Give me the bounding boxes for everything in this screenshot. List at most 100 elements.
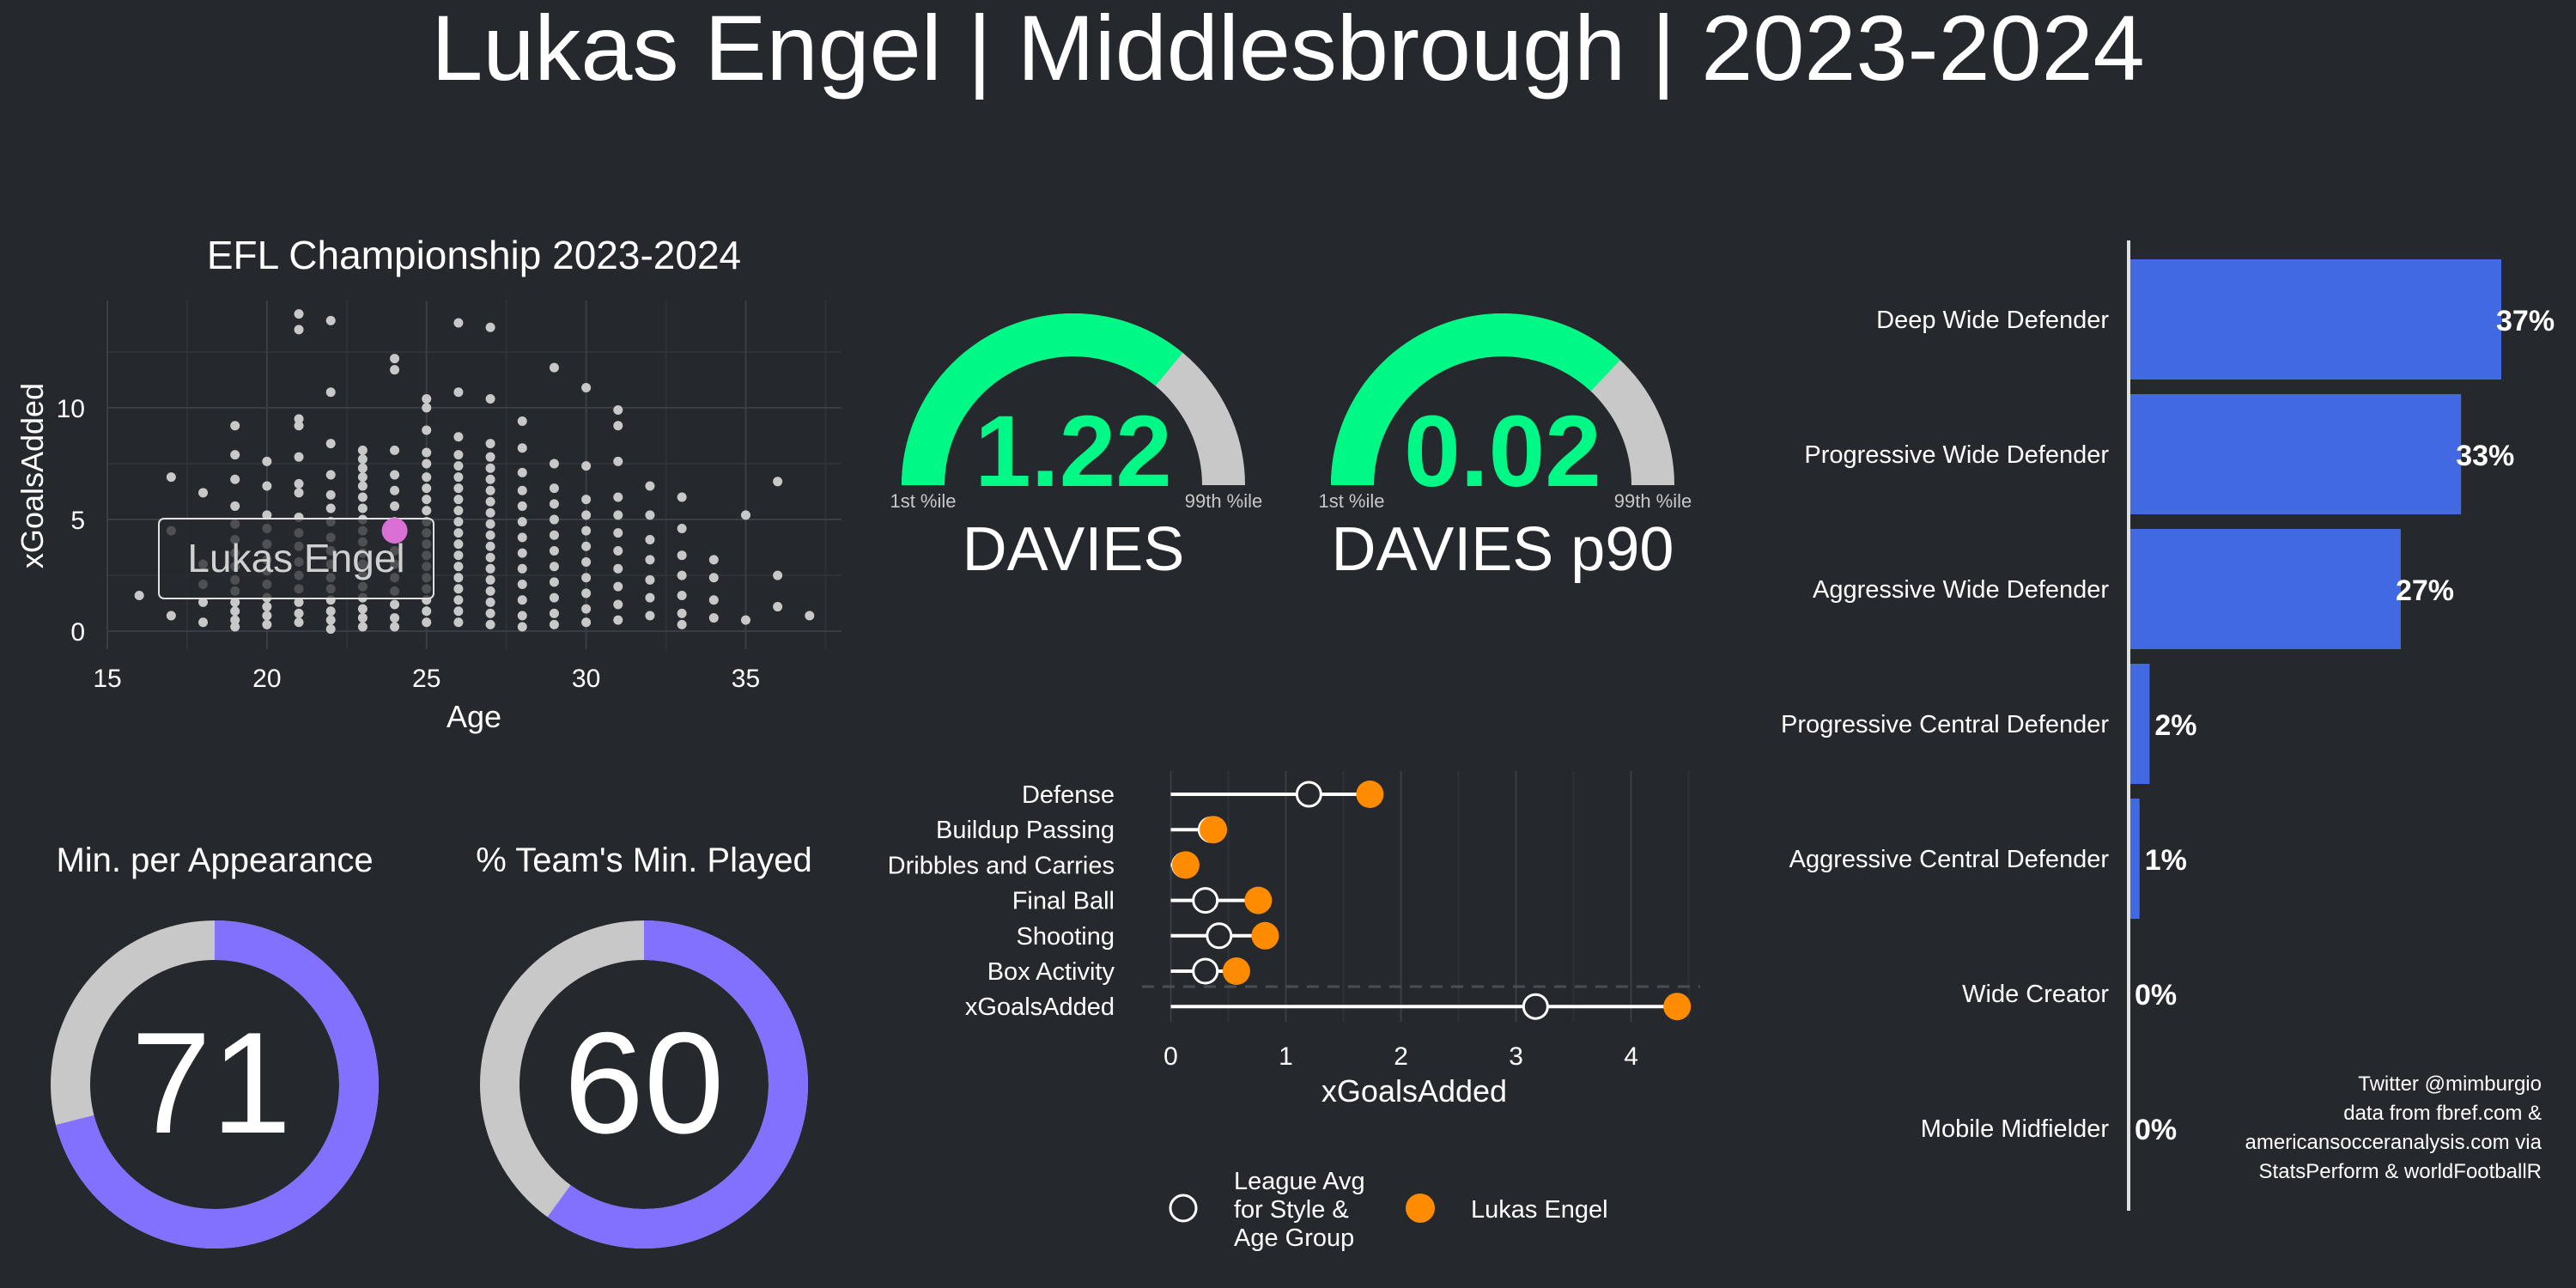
legend-league-avg-line: for Style & xyxy=(1234,1196,1349,1224)
scatter-point xyxy=(230,450,240,460)
scatter-point xyxy=(549,545,559,556)
dot-chart-x-tick-label: 2 xyxy=(1394,1042,1408,1071)
legend-league-avg-line: League Avg xyxy=(1234,1168,1365,1195)
scatter-point xyxy=(357,492,368,502)
scatter-point xyxy=(645,611,655,621)
scatter-point xyxy=(325,315,336,325)
scatter-point xyxy=(740,510,750,520)
scatter-point xyxy=(517,416,527,427)
scatter-point xyxy=(549,608,559,618)
scatter-point xyxy=(485,394,495,404)
scatter-point xyxy=(262,456,272,466)
scatter-point xyxy=(422,447,432,458)
scatter-point xyxy=(677,608,687,618)
scatter-point xyxy=(357,463,368,473)
scatter-point xyxy=(422,483,432,494)
source-note: Twitter @mimburgio data from fbref.com &… xyxy=(2245,1070,2542,1187)
dot-chart-x-tick-label: 4 xyxy=(1624,1042,1638,1071)
scatter-point xyxy=(485,439,495,449)
style-category-label: Aggressive Wide Defender xyxy=(1813,576,2109,604)
scatter-point xyxy=(549,499,559,509)
scatter-point xyxy=(294,597,304,607)
scatter-point xyxy=(645,555,655,565)
scatter-point xyxy=(485,597,495,607)
gauge-value: 1.22 xyxy=(975,395,1172,508)
style-bar xyxy=(2129,259,2501,380)
donut-fill xyxy=(51,920,379,1249)
scatter-x-tick-label: 15 xyxy=(93,665,121,693)
scatter-point xyxy=(645,534,655,544)
scatter-point xyxy=(485,608,495,618)
scatter-point xyxy=(230,597,240,607)
scatter-point xyxy=(581,461,592,471)
scatter-point xyxy=(357,445,368,455)
scatter-point xyxy=(357,503,368,513)
dot-chart-category-label: Defense xyxy=(1022,781,1115,809)
scatter-point xyxy=(613,528,623,538)
dot-chart-category-label: xGoalsAdded xyxy=(965,993,1115,1021)
gauge-max-label: 99th %ile xyxy=(1614,490,1692,512)
scatter-point xyxy=(453,595,464,605)
style-value-label: 1% xyxy=(2145,844,2187,877)
gauge-caption: DAVIES xyxy=(963,515,1185,584)
scatter-y-tick-label: 0 xyxy=(70,618,85,647)
scatter-point xyxy=(325,489,336,500)
scatter-point xyxy=(485,463,495,473)
scatter-point xyxy=(230,606,240,617)
scatter-x-axis-label: Age xyxy=(447,699,501,734)
scatter-point xyxy=(581,617,592,628)
scatter-point xyxy=(390,354,400,364)
scatter-point xyxy=(581,588,592,598)
scatter-point xyxy=(294,452,304,462)
highlight-label-box: Lukas Engel xyxy=(158,518,434,599)
scatter-point xyxy=(549,562,559,572)
scatter-point xyxy=(613,563,623,574)
scatter-point xyxy=(517,467,527,477)
scatter-point xyxy=(485,586,495,596)
scatter-point xyxy=(390,599,400,610)
scatter-title: EFL Championship 2023-2024 xyxy=(207,233,741,277)
scatter-point xyxy=(294,309,304,319)
scatter-point xyxy=(390,613,400,623)
scatter-point xyxy=(325,615,336,625)
dot-chart-x-tick-label: 0 xyxy=(1163,1042,1178,1071)
scatter-point xyxy=(613,510,623,520)
league-avg-dot xyxy=(1192,957,1219,985)
donut-value: 71 xyxy=(131,1002,292,1163)
scatter-point xyxy=(485,619,495,629)
player-dot xyxy=(1200,816,1228,844)
scatter-point xyxy=(645,592,655,603)
highlight-label: Lukas Engel xyxy=(187,536,404,580)
style-bar xyxy=(2129,394,2462,514)
scatter-point xyxy=(581,604,592,614)
donut-title: Min. per Appearance xyxy=(56,841,373,879)
scatter-point xyxy=(581,557,592,567)
scatter-point xyxy=(453,617,464,628)
league-avg-dot xyxy=(1206,922,1233,950)
source-note-line: americansocceranalysis.com via xyxy=(2245,1131,2542,1154)
scatter-point xyxy=(357,481,368,491)
scatter-point xyxy=(677,550,687,561)
scatter-point xyxy=(294,325,304,335)
scatter-point xyxy=(134,591,144,601)
scatter-point xyxy=(485,496,495,507)
scatter-point xyxy=(453,539,464,550)
scatter-point xyxy=(422,617,432,628)
scatter-point xyxy=(294,478,304,489)
gauge-max-label: 99th %ile xyxy=(1185,490,1263,512)
scatter-point xyxy=(517,443,527,453)
style-category-label: Wide Creator xyxy=(1962,981,2109,1008)
scatter-point xyxy=(677,570,687,580)
scatter-point xyxy=(294,414,304,424)
scatter-point xyxy=(262,619,272,629)
scatter-point xyxy=(517,517,527,527)
scatter-point xyxy=(357,472,368,483)
scatter-point xyxy=(517,580,527,590)
scatter-point xyxy=(517,622,527,632)
page-title: Lukas Engel | Middlesbrough | 2023-2024 xyxy=(431,0,2145,100)
dot-chart-category-label: Final Ball xyxy=(1012,888,1115,915)
scatter-point xyxy=(453,550,464,561)
scatter-point xyxy=(294,488,304,498)
team-minutes-played-donut: % Team's Min. Played 60 xyxy=(476,841,812,1249)
scatter-point xyxy=(198,597,209,607)
